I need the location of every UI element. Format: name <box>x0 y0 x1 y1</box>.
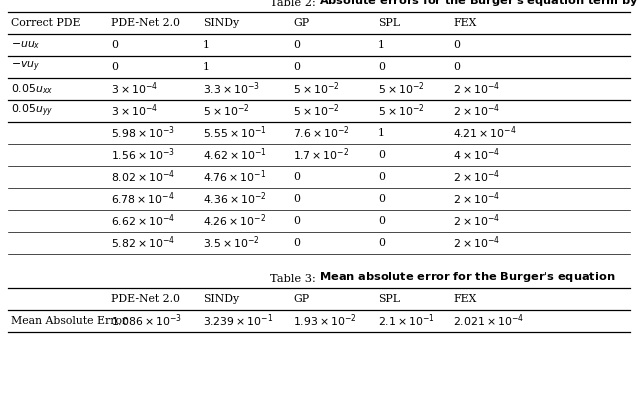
Text: $1.7 \times 10^{-2}$: $1.7 \times 10^{-2}$ <box>293 147 349 163</box>
Text: $8.02 \times 10^{-4}$: $8.02 \times 10^{-4}$ <box>111 169 175 185</box>
Text: $3.239 \times 10^{-1}$: $3.239 \times 10^{-1}$ <box>203 313 273 329</box>
Text: $\mathbf{Absolute\ errors\ for\ the\ Burger}$'$\mathbf{s\ equation\ term\ by\ te: $\mathbf{Absolute\ errors\ for\ the\ Bur… <box>319 0 640 8</box>
Text: $\mathbf{Mean\ absolute\ error\ for\ the\ Burger}$'$\mathbf{s\ equation}$: $\mathbf{Mean\ absolute\ error\ for\ the… <box>319 270 615 284</box>
Text: $5.82 \times 10^{-4}$: $5.82 \times 10^{-4}$ <box>111 235 175 251</box>
Text: $2 \times 10^{-4}$: $2 \times 10^{-4}$ <box>453 235 500 251</box>
Text: PDE-Net 2.0: PDE-Net 2.0 <box>111 294 180 304</box>
Text: $5 \times 10^{-2}$: $5 \times 10^{-2}$ <box>378 103 424 119</box>
Text: SINDy: SINDy <box>203 18 239 28</box>
Text: $2 \times 10^{-4}$: $2 \times 10^{-4}$ <box>453 191 500 207</box>
Text: $7.6 \times 10^{-2}$: $7.6 \times 10^{-2}$ <box>293 125 350 141</box>
Text: $1.56 \times 10^{-3}$: $1.56 \times 10^{-3}$ <box>111 147 175 163</box>
Text: 0: 0 <box>293 194 300 204</box>
Text: 1: 1 <box>203 40 210 50</box>
Text: $4.76 \times 10^{-1}$: $4.76 \times 10^{-1}$ <box>203 169 266 185</box>
Text: $2 \times 10^{-4}$: $2 \times 10^{-4}$ <box>453 103 500 119</box>
Text: 0: 0 <box>378 238 385 248</box>
Text: $4.62 \times 10^{-1}$: $4.62 \times 10^{-1}$ <box>203 147 267 163</box>
Text: SPL: SPL <box>378 18 400 28</box>
Text: 0: 0 <box>293 238 300 248</box>
Text: FEX: FEX <box>453 18 476 28</box>
Text: $4.36 \times 10^{-2}$: $4.36 \times 10^{-2}$ <box>203 191 267 207</box>
Text: $5.98 \times 10^{-3}$: $5.98 \times 10^{-3}$ <box>111 125 175 141</box>
Text: 0: 0 <box>293 62 300 72</box>
Text: 0: 0 <box>111 62 118 72</box>
Text: $3 \times 10^{-4}$: $3 \times 10^{-4}$ <box>111 81 158 97</box>
Text: 0: 0 <box>293 216 300 226</box>
Text: SPL: SPL <box>378 294 400 304</box>
Text: $0.05u_{yy}$: $0.05u_{yy}$ <box>11 103 53 119</box>
Text: 0: 0 <box>293 172 300 182</box>
Text: $5 \times 10^{-2}$: $5 \times 10^{-2}$ <box>203 103 250 119</box>
Text: FEX: FEX <box>453 294 476 304</box>
Text: PDE-Net 2.0: PDE-Net 2.0 <box>111 18 180 28</box>
Text: Table 3:: Table 3: <box>269 274 319 284</box>
Text: 0: 0 <box>293 40 300 50</box>
Text: $-vu_y$: $-vu_y$ <box>11 60 40 74</box>
Text: $3.5 \times 10^{-2}$: $3.5 \times 10^{-2}$ <box>203 235 260 251</box>
Text: 1: 1 <box>378 40 385 50</box>
Text: $4.26 \times 10^{-2}$: $4.26 \times 10^{-2}$ <box>203 213 266 229</box>
Text: 0: 0 <box>378 150 385 160</box>
Text: $5 \times 10^{-2}$: $5 \times 10^{-2}$ <box>293 103 340 119</box>
Text: 0: 0 <box>378 62 385 72</box>
Text: $5.55 \times 10^{-1}$: $5.55 \times 10^{-1}$ <box>203 125 267 141</box>
Text: $6.78 \times 10^{-4}$: $6.78 \times 10^{-4}$ <box>111 191 175 207</box>
Text: SINDy: SINDy <box>203 294 239 304</box>
Text: 0: 0 <box>378 216 385 226</box>
Text: $0.05u_{xx}$: $0.05u_{xx}$ <box>11 82 53 96</box>
Text: $2.021 \times 10^{-4}$: $2.021 \times 10^{-4}$ <box>453 313 524 329</box>
Text: 0: 0 <box>453 62 460 72</box>
Text: $1.086 \times 10^{-3}$: $1.086 \times 10^{-3}$ <box>111 313 182 329</box>
Text: $-uu_x$: $-uu_x$ <box>11 39 40 51</box>
Text: 1: 1 <box>378 128 385 138</box>
Text: $4 \times 10^{-4}$: $4 \times 10^{-4}$ <box>453 147 500 163</box>
Text: 0: 0 <box>378 194 385 204</box>
Text: GP: GP <box>293 18 309 28</box>
Text: $4.21 \times 10^{-4}$: $4.21 \times 10^{-4}$ <box>453 125 516 141</box>
Text: 0: 0 <box>111 40 118 50</box>
Text: $5 \times 10^{-2}$: $5 \times 10^{-2}$ <box>293 81 340 97</box>
Text: Mean Absolute Error: Mean Absolute Error <box>11 316 127 326</box>
Text: $1.93 \times 10^{-2}$: $1.93 \times 10^{-2}$ <box>293 313 357 329</box>
Text: $2 \times 10^{-4}$: $2 \times 10^{-4}$ <box>453 169 500 185</box>
Text: $3.3 \times 10^{-3}$: $3.3 \times 10^{-3}$ <box>203 81 260 97</box>
Text: GP: GP <box>293 294 309 304</box>
Text: 0: 0 <box>378 172 385 182</box>
Text: 1: 1 <box>203 62 210 72</box>
Text: $2 \times 10^{-4}$: $2 \times 10^{-4}$ <box>453 81 500 97</box>
Text: $2.1 \times 10^{-1}$: $2.1 \times 10^{-1}$ <box>378 313 435 329</box>
Text: Table 2:: Table 2: <box>269 0 319 8</box>
Text: 0: 0 <box>453 40 460 50</box>
Text: $6.62 \times 10^{-4}$: $6.62 \times 10^{-4}$ <box>111 213 175 229</box>
Text: $3 \times 10^{-4}$: $3 \times 10^{-4}$ <box>111 103 158 119</box>
Text: $2 \times 10^{-4}$: $2 \times 10^{-4}$ <box>453 213 500 229</box>
Text: Correct PDE: Correct PDE <box>11 18 81 28</box>
Text: $5 \times 10^{-2}$: $5 \times 10^{-2}$ <box>378 81 424 97</box>
